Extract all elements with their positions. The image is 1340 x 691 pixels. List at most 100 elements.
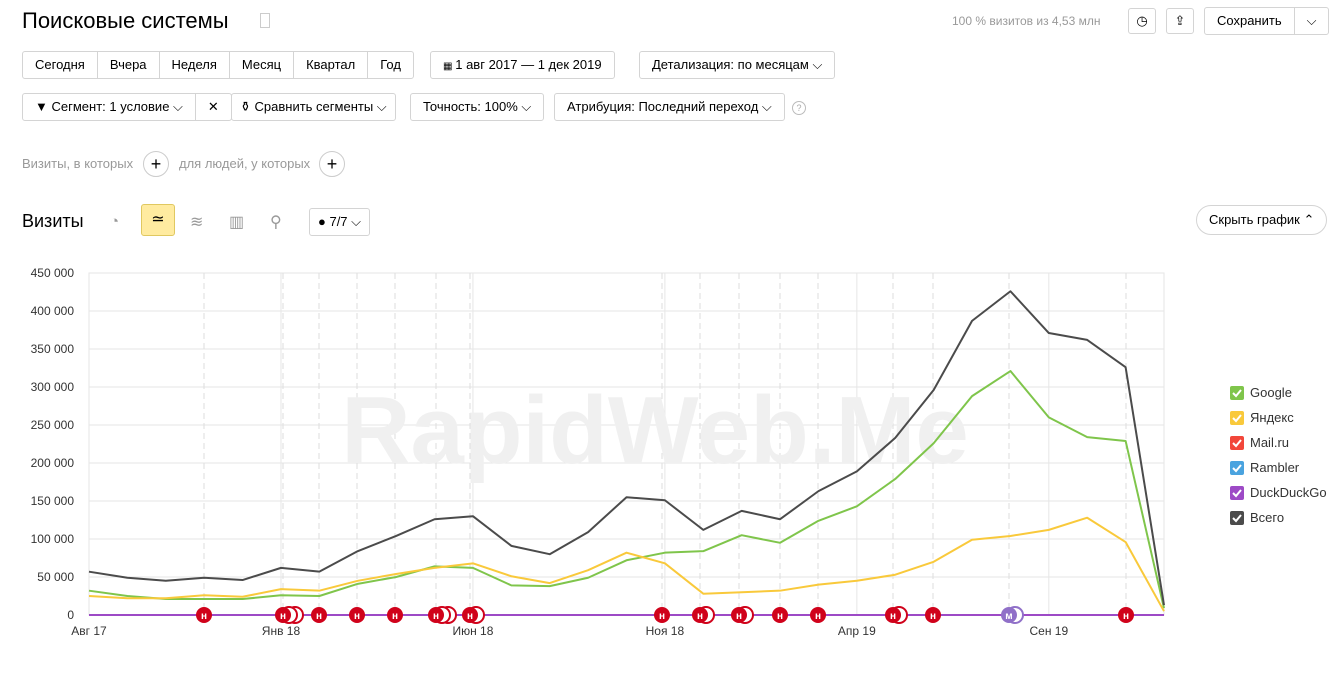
- history-button[interactable]: ◷: [1128, 8, 1156, 34]
- legend-label: Google: [1250, 385, 1292, 400]
- y-tick-label: 50 000: [37, 570, 74, 584]
- segment-button[interactable]: ▼ Сегмент: 1 условие ⌵: [23, 94, 196, 120]
- period-buttons: Сегодня Вчера Неделя Месяц Квартал Год: [22, 51, 414, 79]
- save-button[interactable]: Сохранить: [1205, 8, 1295, 34]
- event-marker: [311, 607, 327, 623]
- legend-label: Mail.ru: [1250, 435, 1289, 450]
- legend-check: [1232, 489, 1242, 498]
- event-marker: [692, 607, 708, 623]
- event-label: н: [815, 611, 821, 622]
- x-tick-label: Ноя 18: [646, 624, 685, 638]
- accuracy-button[interactable]: Точность: 100% ⌵: [410, 93, 545, 121]
- panel-title: Визиты: [22, 211, 84, 231]
- watermark: RapidWeb.Me: [341, 377, 969, 484]
- notes-text: 7/7: [329, 214, 348, 229]
- event-label: н: [280, 611, 286, 622]
- event-label: н: [316, 611, 322, 622]
- add-people-filter[interactable]: +: [319, 151, 345, 177]
- event-marker: [462, 607, 478, 623]
- bookmark-icon[interactable]: [260, 13, 270, 28]
- export-button[interactable]: ⇪: [1166, 8, 1194, 34]
- event-marker: [428, 607, 444, 623]
- area-view[interactable]: ≋: [190, 214, 204, 231]
- event-label: н: [392, 611, 398, 622]
- event-label: н: [354, 611, 360, 622]
- legend-check: [1232, 414, 1242, 423]
- event-label: н: [1123, 611, 1129, 622]
- pie-view[interactable]: ◔: [110, 213, 120, 230]
- filter-people: для людей, у которых: [179, 156, 311, 171]
- event-marker: [1118, 607, 1134, 623]
- y-tick-label: 150 000: [31, 494, 75, 508]
- event-marker: [731, 607, 747, 623]
- help-icon[interactable]: ?: [792, 101, 806, 115]
- event-label: н: [201, 611, 207, 622]
- notes-button[interactable]: ● 7/7 ⌵: [309, 208, 371, 236]
- y-tick-label: 350 000: [31, 342, 75, 356]
- map-view[interactable]: ⚲: [270, 214, 282, 231]
- event-marker: [925, 607, 941, 623]
- detail-text: Детализация: по месяцам: [652, 57, 809, 72]
- period-button[interactable]: Квартал: [294, 52, 369, 78]
- x-tick-label: Авг 17: [71, 624, 107, 638]
- attribution-text: Атрибуция: Последний переход: [567, 99, 759, 114]
- segment-text: Сегмент: 1 условие: [51, 99, 170, 114]
- event-label: н: [890, 611, 896, 622]
- event-label: н: [467, 611, 473, 622]
- event-label: н: [736, 611, 742, 622]
- y-tick-label: 100 000: [31, 532, 75, 546]
- x-tick-label: Апр 19: [838, 624, 876, 638]
- legend-label: Яндекс: [1250, 410, 1294, 425]
- period-button[interactable]: Год: [380, 57, 401, 72]
- hide-chart-text: Скрыть график: [1209, 212, 1300, 227]
- x-tick-label: Июн 18: [452, 624, 493, 638]
- period-button[interactable]: Вчера: [98, 52, 160, 78]
- event-marker: [1001, 607, 1017, 623]
- save-group: Сохранить ⌵: [1204, 7, 1330, 35]
- legend-check: [1232, 464, 1242, 473]
- legend-check: [1232, 439, 1242, 448]
- legend-label: DuckDuckGo: [1250, 485, 1327, 500]
- series-line: [88, 370, 1165, 609]
- series-line: [88, 516, 1165, 612]
- page-title: Поисковые системы: [22, 8, 229, 33]
- legend-check: [1232, 389, 1242, 398]
- segment-remove[interactable]: ✕: [207, 99, 219, 114]
- save-menu[interactable]: ⌵: [1306, 13, 1317, 28]
- period-button[interactable]: Сегодня: [23, 52, 98, 78]
- event-marker: [196, 607, 212, 623]
- legend-checkbox: [1230, 461, 1244, 475]
- calendar-icon: ▦: [443, 61, 456, 72]
- y-tick-label: 300 000: [31, 380, 75, 394]
- line-view[interactable]: ≃: [141, 204, 175, 236]
- x-tick-label: Сен 19: [1029, 624, 1068, 638]
- event-marker: [387, 607, 403, 623]
- y-tick-label: 200 000: [31, 456, 75, 470]
- date-range-text: 1 авг 2017 — 1 дек 2019: [455, 57, 602, 72]
- filter-visits: Визиты, в которых: [22, 156, 134, 171]
- detail-button[interactable]: Детализация: по месяцам ⌵: [639, 51, 836, 79]
- legend-check: [1232, 514, 1242, 523]
- y-tick-label: 250 000: [31, 418, 75, 432]
- event-marker: [275, 607, 291, 623]
- attribution-button[interactable]: Атрибуция: Последний переход ⌵: [554, 93, 785, 121]
- legend-checkbox: [1230, 411, 1244, 425]
- period-button[interactable]: Месяц: [230, 52, 295, 78]
- series-line: [88, 290, 1165, 606]
- x-tick-label: Янв 18: [262, 624, 301, 638]
- hide-chart-button[interactable]: Скрыть график ⌃: [1196, 205, 1328, 235]
- date-range[interactable]: ▦ 1 авг 2017 — 1 дек 2019: [430, 51, 615, 79]
- segment-group: ▼ Сегмент: 1 условие ⌵ ✕: [22, 93, 232, 121]
- add-visit-filter[interactable]: +: [143, 151, 169, 177]
- event-marker: [885, 607, 901, 623]
- compare-button[interactable]: ⚱ Сравнить сегменты ⌵: [231, 93, 396, 121]
- legend-label: Rambler: [1250, 460, 1300, 475]
- y-tick-label: 400 000: [31, 304, 75, 318]
- event-marker: [810, 607, 826, 623]
- legend-label: Всего: [1250, 510, 1284, 525]
- bar-view[interactable]: ▥: [229, 214, 245, 231]
- period-button[interactable]: Неделя: [160, 52, 230, 78]
- compare-text: Сравнить сегменты: [254, 99, 374, 114]
